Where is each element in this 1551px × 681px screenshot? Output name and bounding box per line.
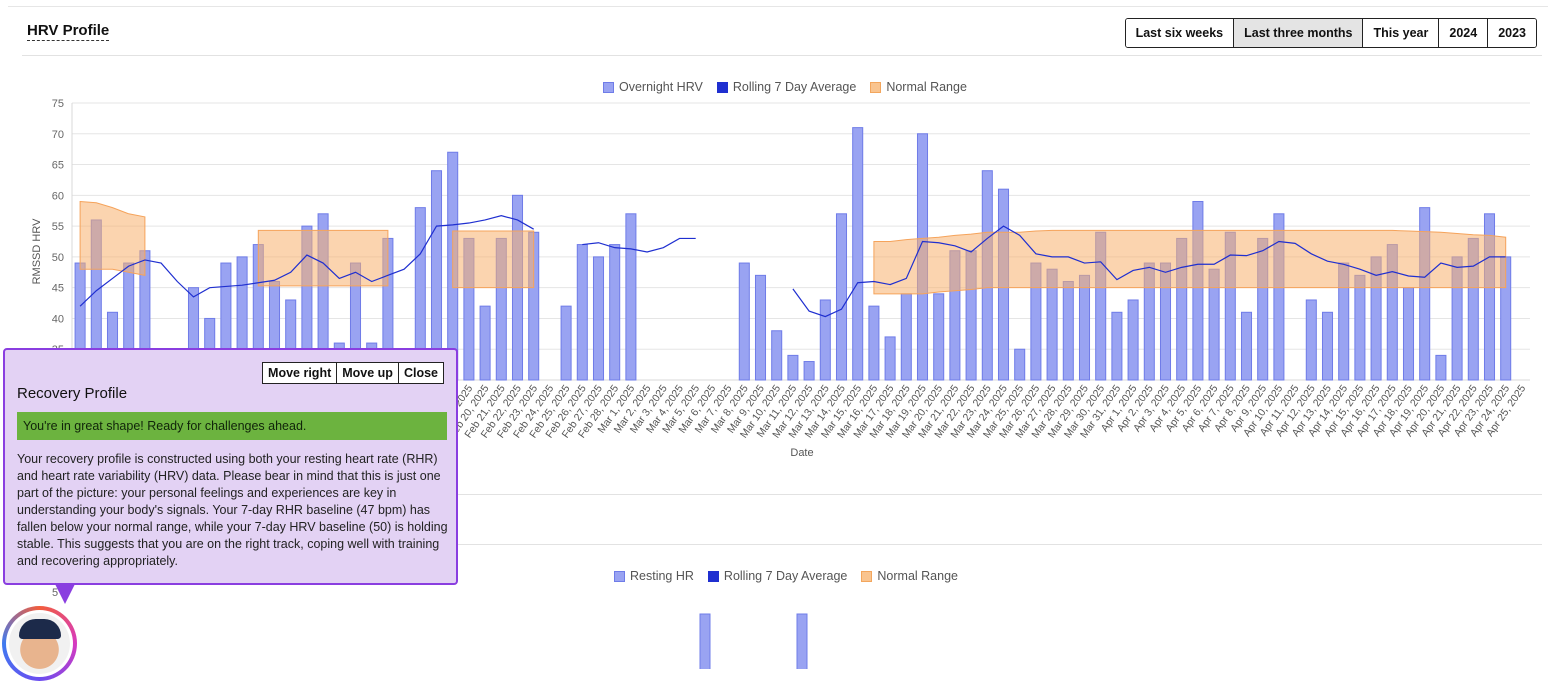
legend-item-resting-hr[interactable]: Resting HR	[614, 569, 694, 583]
normal-range-band	[452, 230, 535, 289]
y-tick-label: 45	[52, 283, 64, 295]
bar	[699, 613, 711, 669]
popup-body: Your recovery profile is constructed usi…	[17, 452, 448, 568]
chart-legend: Overnight HRV Rolling 7 Day Average Norm…	[603, 80, 967, 94]
y-axis-label: RMSSD HRV	[31, 218, 43, 284]
x-axis-label: Date	[790, 447, 813, 459]
legend-label: Normal Range	[877, 569, 958, 583]
divider	[22, 55, 1542, 56]
y-tick-label: 75	[52, 98, 64, 110]
hrv-bar	[835, 213, 848, 381]
range-button-this-year[interactable]: This year	[1362, 19, 1439, 47]
hrv-bar	[771, 330, 783, 381]
hrv-bar	[1321, 311, 1334, 381]
hrv-bar	[738, 262, 750, 381]
hrv-bar	[1435, 354, 1447, 381]
legend-label: Normal Range	[886, 80, 967, 94]
rolling-average-line	[792, 225, 1506, 318]
normal-range-band	[79, 200, 146, 276]
hrv-bar	[1419, 207, 1431, 381]
legend-label: Rolling 7 Day Average	[723, 569, 848, 583]
legend-item-rolling-average[interactable]: Rolling 7 Day Average	[707, 569, 848, 583]
popup-title: Recovery Profile	[17, 385, 128, 402]
legend-label: Resting HR	[630, 569, 694, 583]
recovery-profile-popup: Move right Move up Close Recovery Profil…	[3, 348, 458, 585]
hrv-bar	[819, 299, 831, 381]
popup-actions: Move right Move up Close	[262, 362, 444, 384]
legend-item-rolling-average[interactable]: Rolling 7 Day Average	[716, 80, 857, 94]
legend-swatch	[861, 570, 873, 582]
hrv-card	[8, 6, 1548, 476]
popup-pointer	[55, 584, 75, 604]
status-banner: You're in great shape! Ready for challen…	[17, 412, 447, 440]
hrv-bar	[1127, 299, 1139, 381]
legend-label: Rolling 7 Day Average	[732, 80, 857, 94]
legend-swatch	[707, 570, 719, 582]
legend-swatch	[870, 81, 882, 93]
hrv-bar	[1014, 348, 1026, 381]
y-tick-label: 40	[52, 313, 64, 325]
cap-shape	[19, 619, 61, 639]
legend-label: Overnight HRV	[619, 80, 703, 94]
hrv-bar	[1305, 299, 1317, 381]
range-button-2024[interactable]: 2024	[1438, 19, 1488, 47]
range-button-last-six-weeks[interactable]: Last six weeks	[1125, 19, 1234, 47]
y-tick-label: 50	[52, 252, 64, 264]
range-button-last-three-months[interactable]: Last three months	[1233, 19, 1363, 47]
normal-range-band	[873, 229, 1507, 295]
hrv-bar	[560, 305, 572, 381]
hrv-bar	[479, 305, 491, 381]
move-up-button[interactable]: Move up	[336, 363, 398, 383]
hrv-bar	[868, 305, 880, 381]
hrv-bar	[787, 354, 799, 381]
divider	[22, 494, 1542, 495]
hrv-bar	[1192, 200, 1204, 381]
close-button[interactable]: Close	[397, 363, 443, 383]
hrv-bar	[1062, 281, 1074, 381]
avatar-frame	[6, 610, 73, 677]
hrv-bar	[1111, 311, 1123, 381]
hrv-bar	[1273, 213, 1285, 381]
avatar-image	[9, 613, 70, 674]
hrv-bar	[1402, 287, 1415, 381]
legend-item-normal-range[interactable]: Normal Range	[861, 569, 958, 583]
normal-range-band	[257, 229, 389, 287]
hrv-bar	[1078, 274, 1091, 381]
range-button-2023[interactable]: 2023	[1487, 19, 1536, 47]
hrv-bar	[884, 336, 896, 381]
hrv-bar	[625, 213, 637, 381]
legend-item-normal-range[interactable]: Normal Range	[870, 80, 967, 94]
rolling-average-line	[79, 215, 534, 307]
rolling-average-line	[582, 237, 696, 253]
hrv-bar	[1240, 311, 1253, 381]
y-tick-label: 55	[52, 221, 64, 233]
coach-avatar-icon[interactable]	[2, 606, 77, 681]
hrv-bar	[933, 293, 945, 381]
hrv-bar	[1354, 274, 1366, 381]
hrv-bar	[754, 274, 767, 381]
bar	[796, 613, 808, 669]
y-tick-label: 60	[52, 190, 64, 202]
legend-swatch	[614, 570, 625, 582]
hrv-bar	[803, 361, 815, 381]
rhr-chart-legend: Resting HR Rolling 7 Day Average Normal …	[614, 569, 958, 583]
hrv-bar	[592, 256, 605, 381]
section-title: HRV Profile	[27, 22, 110, 41]
y-tick-label: 70	[52, 129, 64, 141]
range-selector: Last six weeks Last three months This ye…	[1124, 18, 1537, 48]
legend-swatch	[603, 81, 614, 93]
hrv-bar	[609, 244, 621, 381]
legend-item-overnight-hrv[interactable]: Overnight HRV	[603, 80, 703, 94]
hrv-bar	[1483, 213, 1496, 381]
hrv-bar	[900, 293, 912, 381]
divider	[22, 544, 1542, 545]
y-tick-label: 65	[52, 160, 64, 172]
move-right-button[interactable]: Move right	[263, 363, 337, 383]
hrv-bar	[852, 127, 864, 381]
legend-swatch	[716, 81, 728, 93]
hrv-bar	[576, 244, 588, 381]
